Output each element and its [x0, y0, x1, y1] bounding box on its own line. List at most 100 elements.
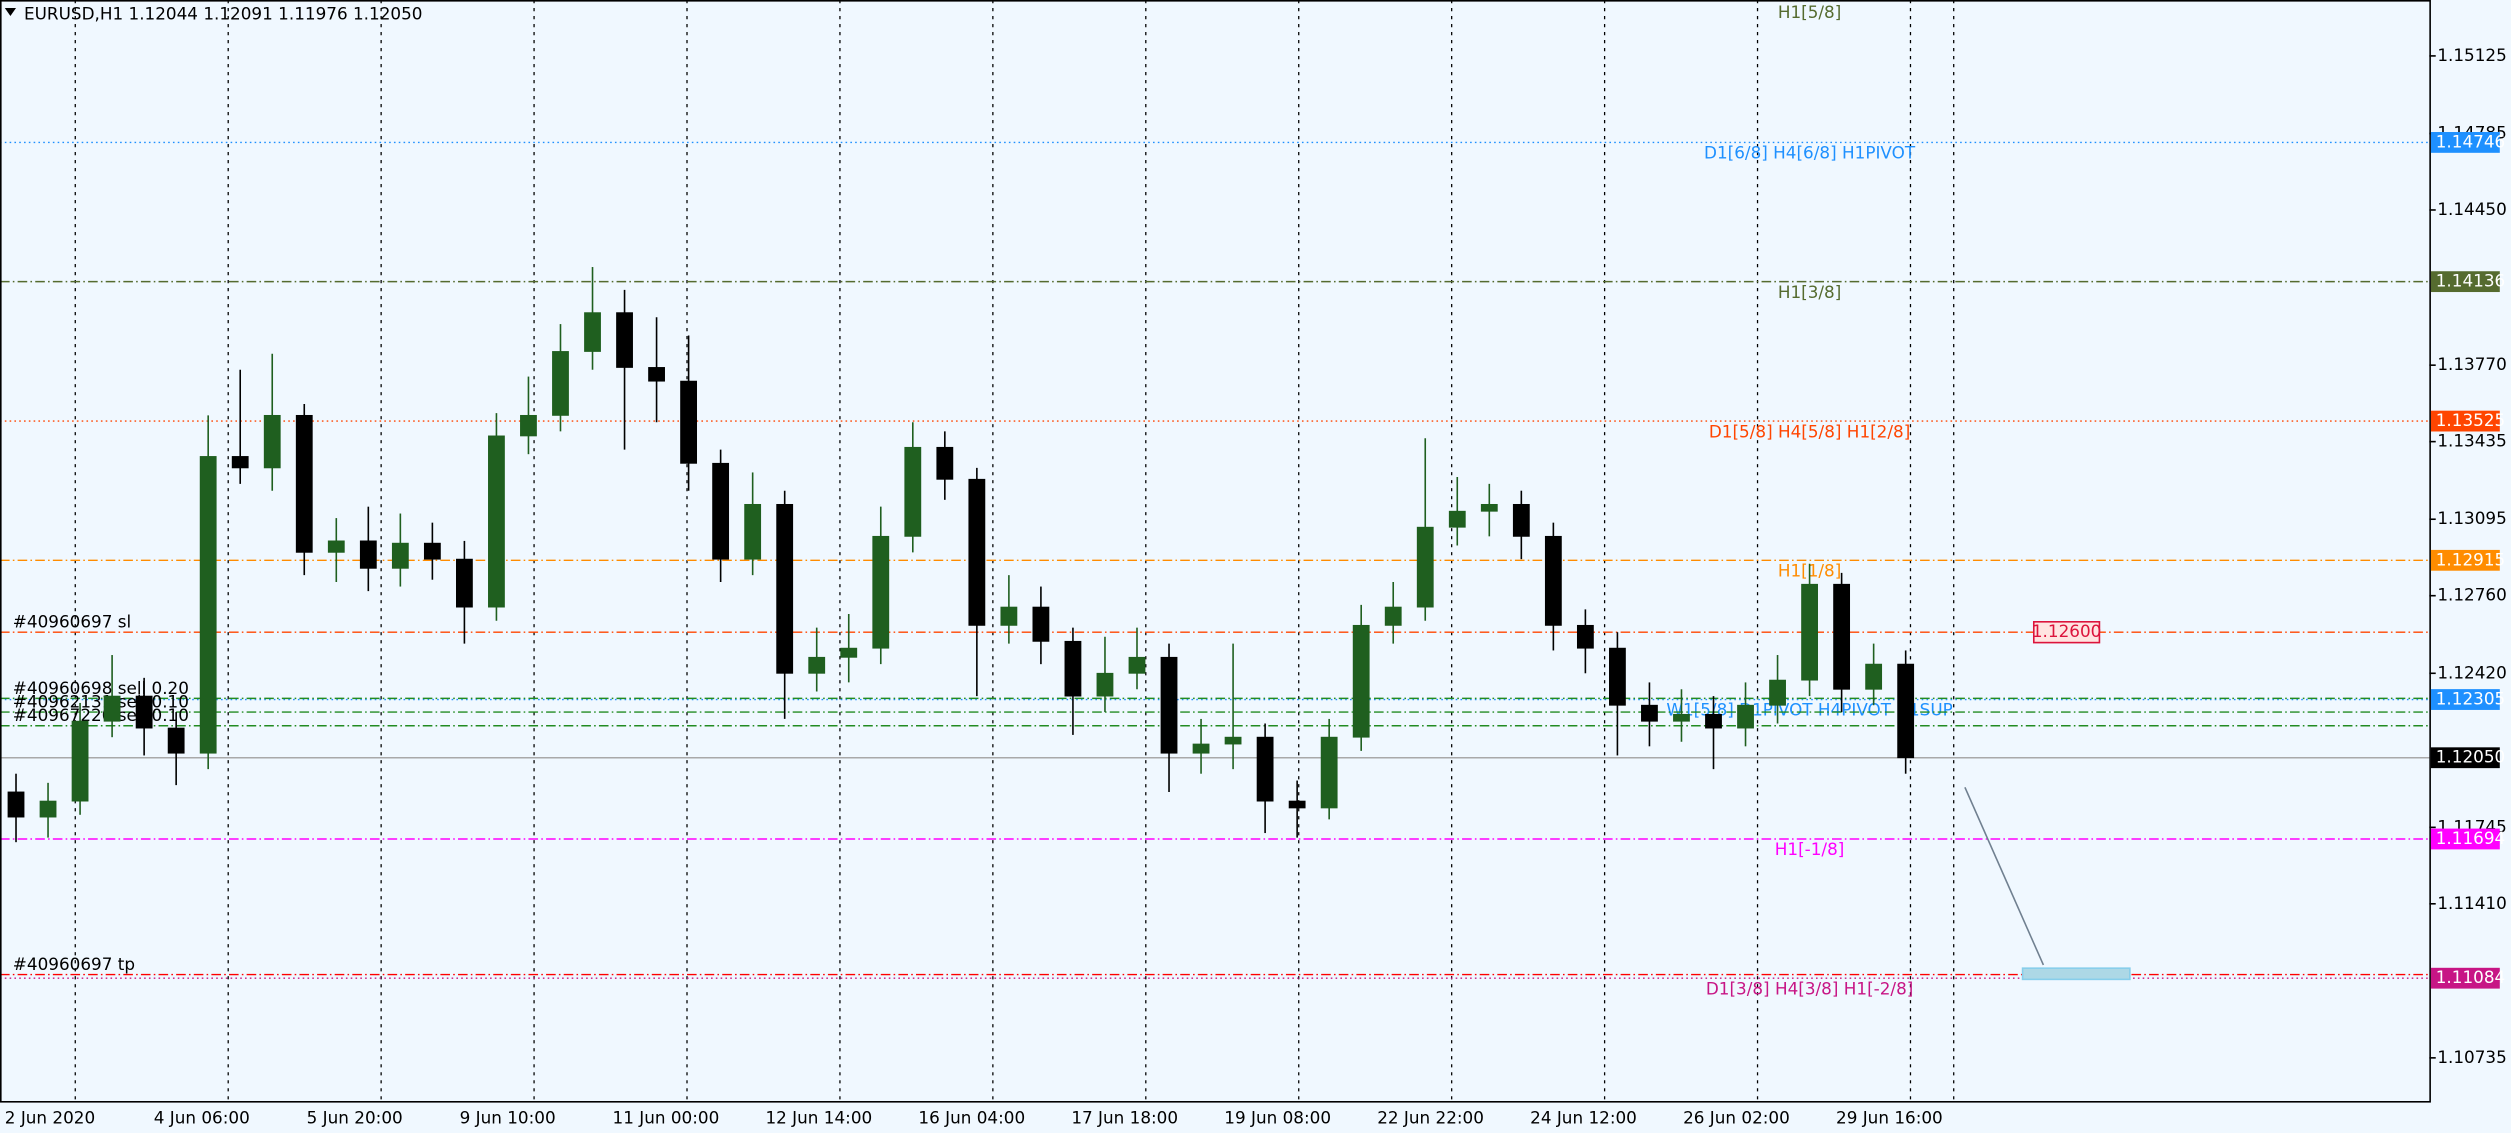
x-tick-label: 9 Jun 10:00	[460, 1108, 556, 1128]
candle-body	[1897, 663, 1915, 759]
level-label: H1[3/8]	[1778, 282, 1841, 302]
candle-body	[39, 800, 57, 818]
candle-body	[1769, 679, 1786, 706]
candle-body	[231, 456, 249, 469]
candle-body	[1000, 606, 1018, 626]
candle-body	[7, 791, 25, 818]
price-tag	[2430, 747, 2500, 769]
x-tick-label: 5 Jun 20:00	[307, 1108, 403, 1128]
y-tick-label: 1.12760	[2437, 585, 2506, 605]
x-tick-label: 16 Jun 04:00	[918, 1108, 1025, 1128]
x-tick-label: 4 Jun 06:00	[154, 1108, 250, 1128]
axes: 2 Jun 2020 4 Jun 06:00 5 Jun 20:00 9 Jun 10…	[5, 2, 2507, 1128]
candle-body	[1032, 606, 1050, 642]
candle-body	[488, 435, 505, 608]
price-tag-label: 1.12305	[2436, 689, 2505, 709]
price-tag-label: 1.14746	[2436, 131, 2505, 151]
x-tick-label: 2 Jun 2020	[5, 1108, 95, 1128]
candle-body	[872, 535, 890, 649]
candle-body	[135, 695, 153, 729]
candle-body	[1192, 743, 1210, 754]
candle-body	[391, 542, 409, 569]
projection-box	[2021, 967, 2131, 981]
price-tag-label: 1.11694	[2436, 828, 2505, 848]
x-tick-label: 19 Jun 08:00	[1224, 1108, 1331, 1128]
candle-body	[552, 351, 569, 416]
price-tag-label: 1.12050	[2436, 747, 2505, 767]
candle-body	[1064, 640, 1082, 697]
candle-body	[840, 647, 858, 658]
price-tag	[2430, 689, 2500, 710]
candle-body	[263, 414, 281, 469]
level-label: H1[5/8]	[1778, 2, 1841, 22]
candle-body	[776, 503, 794, 674]
candle-body	[1256, 736, 1274, 802]
candle-body	[904, 446, 922, 537]
level-label: D1[5/8] H4[5/8] H1[2/8]	[1709, 421, 1910, 441]
chart-title: EURUSD,H1 1.12044 1.12091 1.11976 1.1205…	[24, 3, 422, 23]
projection-line	[1964, 787, 2045, 966]
candle-body	[936, 446, 954, 480]
candle-body	[1448, 510, 1466, 528]
order-label: #40960697 sl	[13, 612, 131, 632]
y-tick-label: 1.15125	[2437, 45, 2506, 65]
y-tick-label: 1.14450	[2437, 199, 2506, 219]
candle-body	[1641, 704, 1658, 722]
y-tick-label: 1.13095	[2437, 508, 2506, 528]
candle-body	[1480, 503, 1498, 512]
price-tag	[2430, 271, 2500, 293]
level-label: D1[3/8] H4[3/8] H1[-2/8]	[1706, 978, 1913, 998]
candle-body	[616, 312, 633, 368]
y-tick-label: 1.13435	[2437, 431, 2506, 451]
candle-body	[744, 503, 762, 560]
candle-body	[1416, 526, 1434, 608]
price-tag-label: 1.12915	[2436, 549, 2505, 569]
x-tick-label: 24 Jun 12:00	[1530, 1108, 1637, 1128]
order-label: #40960697 tp	[13, 954, 135, 974]
candle-body	[71, 720, 89, 802]
candle-body	[167, 727, 185, 754]
menu-icon[interactable]	[4, 8, 17, 17]
candle-body	[1512, 503, 1530, 537]
candle-body	[1833, 583, 1851, 690]
candle-body	[808, 656, 826, 674]
candle-body	[1224, 736, 1242, 745]
price-tag	[2430, 828, 2500, 850]
candle-body	[1576, 624, 1594, 649]
candle-body	[423, 542, 441, 560]
candle-body	[295, 414, 313, 553]
candle-body	[648, 367, 665, 382]
level-label: H1[-1/8]	[1775, 839, 1845, 859]
y-tick-label: 1.12420	[2437, 662, 2506, 682]
candle-body	[1705, 713, 1722, 729]
x-tick-label: 26 Jun 02:00	[1683, 1108, 1790, 1128]
level-label: D1[6/8] H4[6/8] H1PIVOT	[1704, 143, 1916, 163]
candle-body	[968, 478, 986, 626]
price-tag	[2430, 549, 2500, 571]
candle-body	[1320, 736, 1338, 809]
x-tick-label: 22 Jun 22:00	[1377, 1108, 1484, 1128]
candle-body	[327, 540, 345, 553]
plot-border	[0, 0, 2431, 1103]
candle-body	[1128, 656, 1146, 674]
candle-body	[1384, 606, 1402, 626]
x-tick-label: 17 Jun 18:00	[1071, 1108, 1178, 1128]
y-tick-label: 1.11410	[2437, 893, 2506, 913]
x-tick-label: 11 Jun 00:00	[613, 1108, 720, 1128]
candle-body	[455, 558, 473, 608]
candle-body	[680, 380, 698, 464]
candles	[7, 267, 1915, 843]
price-tag	[2430, 132, 2500, 153]
candle-body	[1673, 713, 1690, 722]
price-tag	[2430, 967, 2500, 989]
stop-box	[2032, 621, 2101, 644]
candle-body	[584, 312, 601, 352]
candle-body	[1801, 583, 1818, 681]
candle-body	[520, 414, 537, 437]
candle-body	[1865, 663, 1883, 690]
candle-body	[1288, 800, 1306, 809]
candle-body	[1609, 647, 1626, 706]
